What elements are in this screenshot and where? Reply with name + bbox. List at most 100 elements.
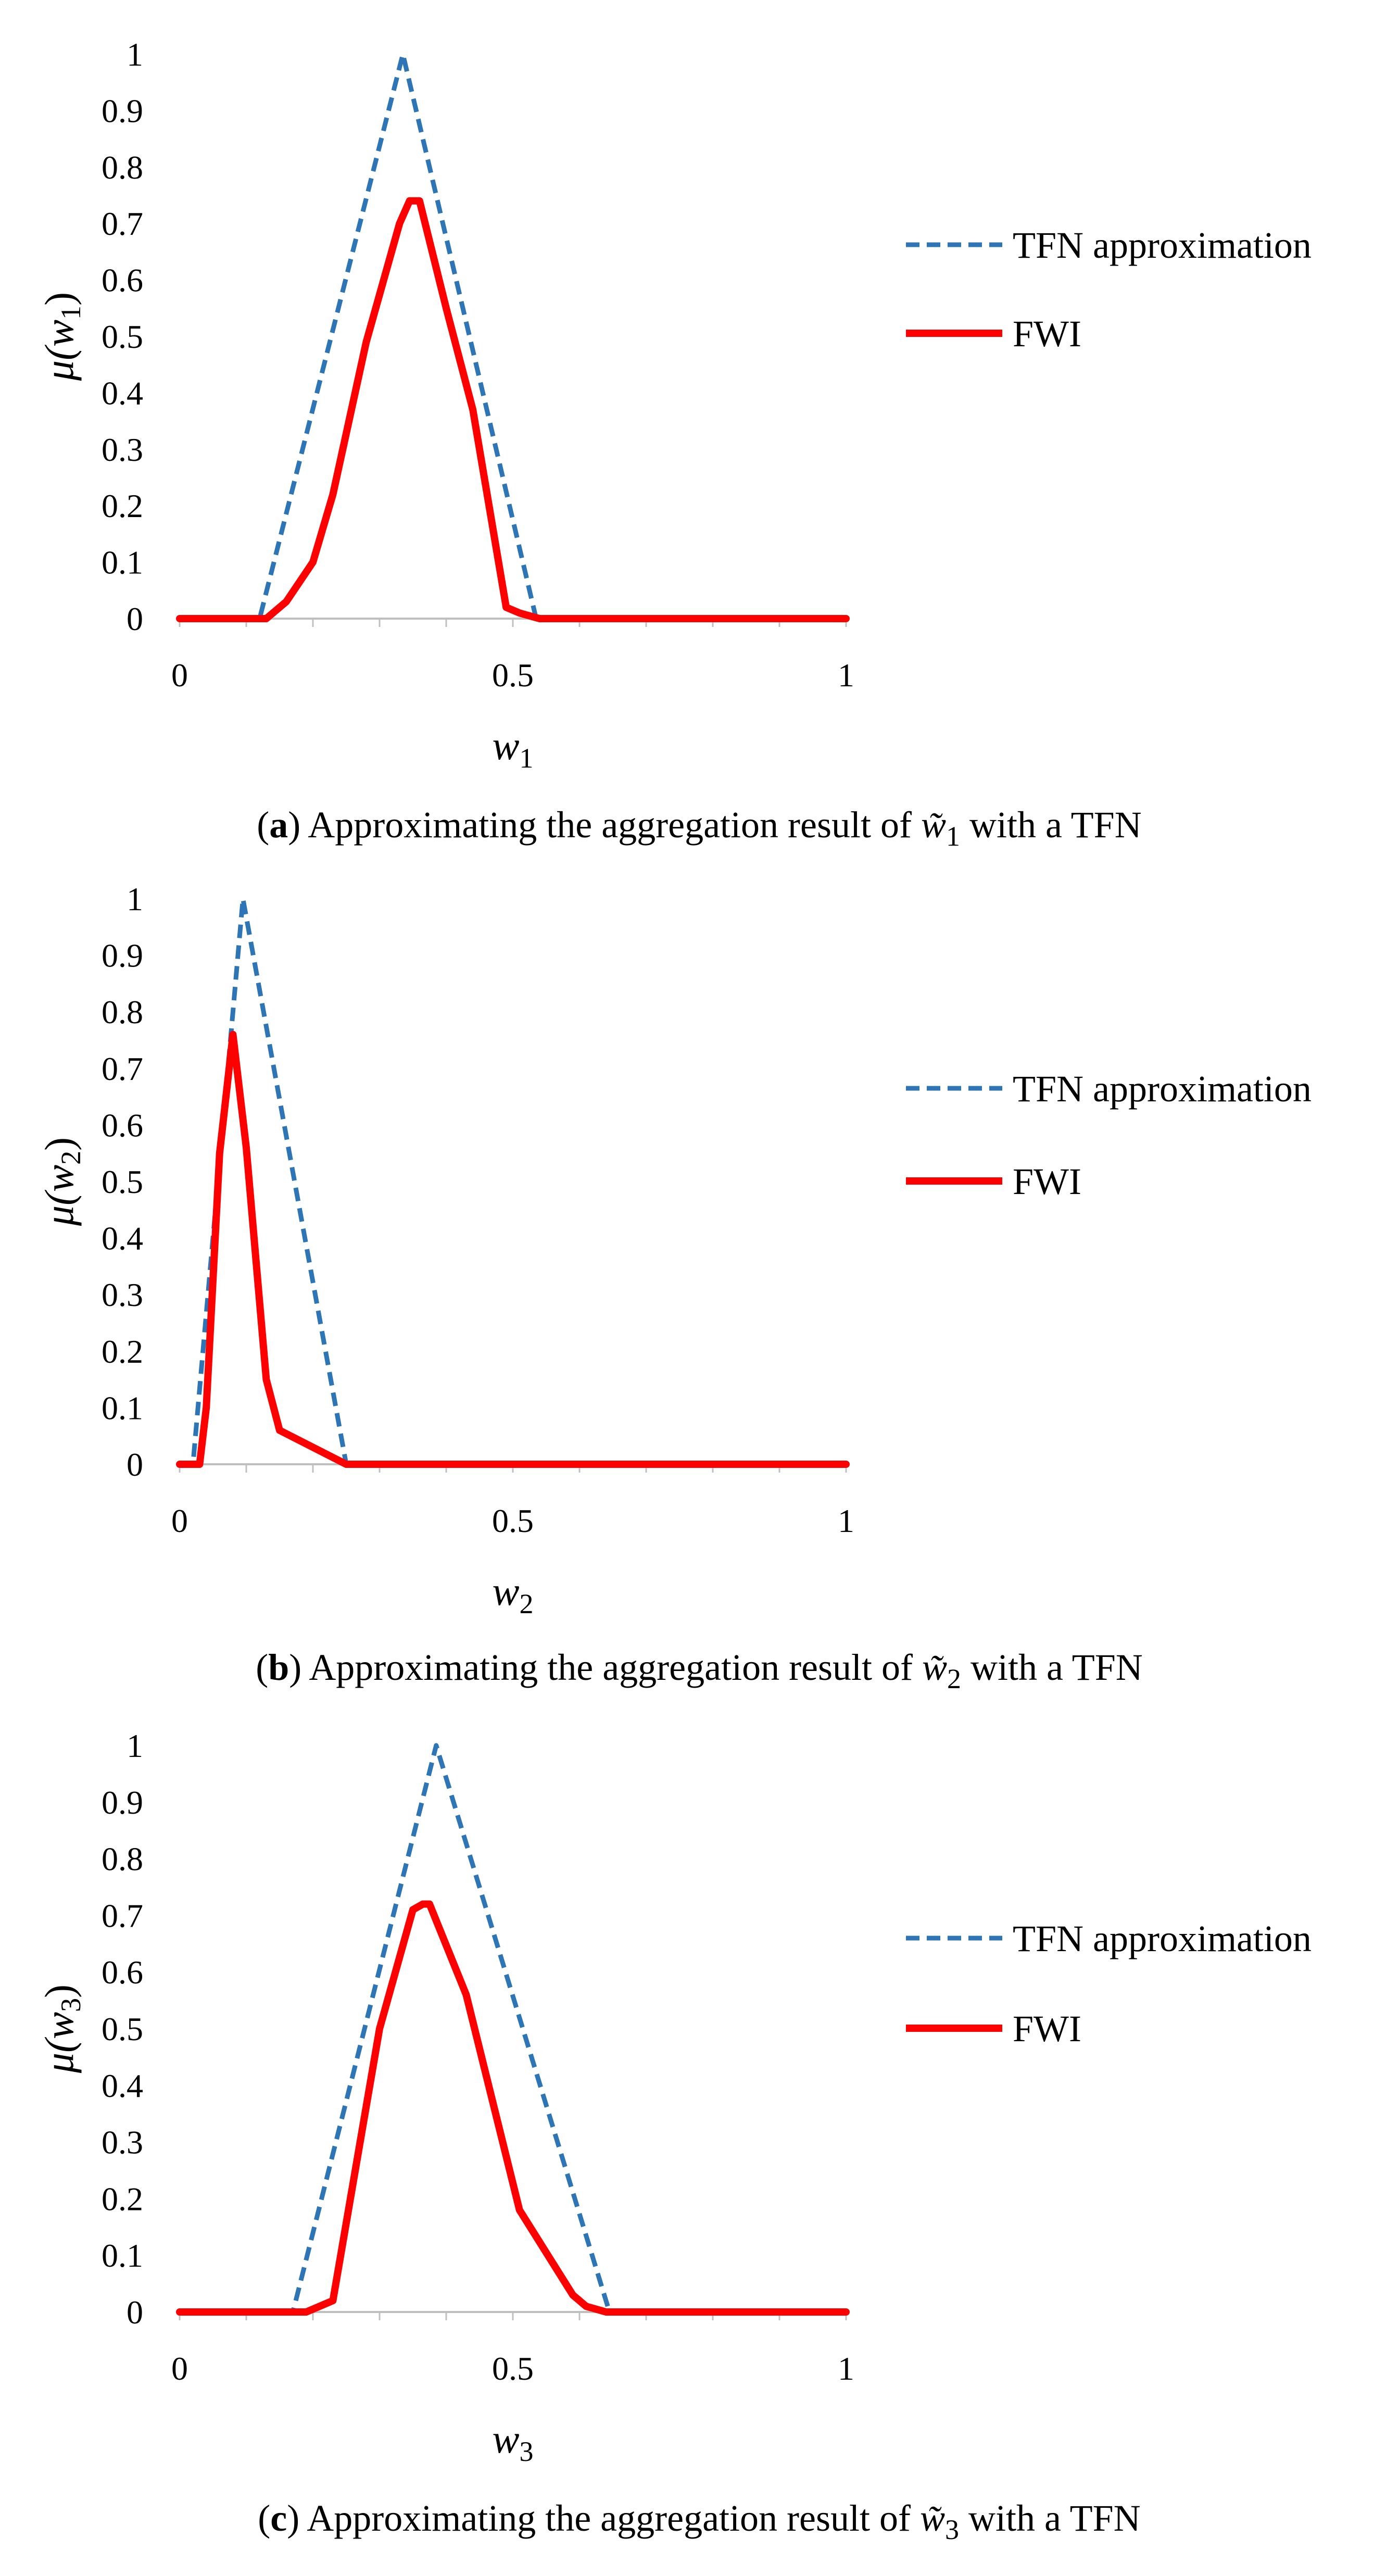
y-tick-label: 0.8 (102, 1841, 143, 1878)
panel-caption: (b) Approximating the aggregation result… (256, 1647, 1142, 1694)
tfn-approximation-line (180, 896, 846, 1467)
legend-label-fwi: FWI (1013, 1161, 1081, 1202)
y-tick-label: 0.4 (102, 2067, 143, 2104)
caption-prefix: Approximating the aggregation result of (308, 804, 912, 846)
x-tick-label: 0.5 (492, 2350, 534, 2387)
y-tick-label: 0.6 (102, 262, 143, 299)
panel-caption: (c) Approximating the aggregation result… (258, 2497, 1140, 2545)
y-tick-label: 0.6 (102, 1107, 143, 1144)
fwi-line (176, 1900, 850, 2316)
chart-panel-c: 0 0.1 0.2 0.3 0.4 0.5 0.6 0.7 0.8 0.9 1 0 0.5 1 TFN ap… (36, 1727, 1312, 2545)
y-tick-label: 0.9 (102, 937, 143, 974)
caption-paren-close: ) (289, 1647, 309, 1688)
y-tick-label: 1 (127, 881, 143, 918)
caption-panel-label: a (269, 804, 288, 846)
tfn-approximation-line (180, 1743, 846, 2315)
y-tick-label: 0.2 (102, 487, 143, 524)
y-tick-label: 1 (127, 36, 143, 73)
y-tick-label: 0.8 (102, 994, 143, 1031)
chart-panel-b: 0 0.1 0.2 0.3 0.4 0.5 0.6 0.7 0.8 0.9 1 0 0.5 1 TFN ap… (36, 881, 1312, 1694)
y-tick-label: 0.4 (102, 374, 143, 411)
x-axis-label: w3 (492, 2416, 533, 2467)
y-axis-label-close: ) (36, 1137, 82, 1151)
y-tick-label: 0.3 (102, 431, 143, 468)
caption-panel-label: c (270, 2497, 287, 2539)
y-axis-label: μ(w1) (36, 292, 86, 381)
y-axis-label-subscript: 3 (55, 1998, 86, 2012)
x-tick-label: 0 (171, 657, 188, 694)
caption-paren-open: ( (257, 804, 269, 846)
x-axis-label-subscript: 2 (520, 1588, 534, 1619)
y-axis-label-symbol: μ(w (36, 1165, 82, 1226)
caption-suffix: with a TFN (971, 1647, 1143, 1688)
caption-space (911, 2497, 920, 2539)
y-axis-label-symbol: μ(w (36, 2012, 82, 2074)
caption-panel-label: b (268, 1647, 289, 1688)
caption-paren-close: ) (287, 2497, 307, 2539)
y-tick-label: 0.5 (102, 318, 143, 355)
y-tick-label: 0.2 (102, 1333, 143, 1370)
y-tick-label: 0 (127, 2294, 143, 2331)
y-tick-label: 0.3 (102, 2124, 143, 2161)
x-tick-label: 0.5 (492, 1502, 534, 1539)
y-tick-label: 0.9 (102, 92, 143, 129)
y-tick-label: 1 (127, 1727, 143, 1764)
x-axis-label: w2 (492, 1568, 533, 1619)
y-axis-label: μ(w3) (36, 1984, 86, 2074)
x-axis-label: w1 (492, 723, 533, 774)
tfn-approximation-line (180, 52, 846, 621)
y-axis-label-close: ) (36, 292, 82, 306)
legend-label-tfn: TFN approximation (1013, 1918, 1312, 1959)
caption-suffix: with a TFN (969, 804, 1142, 846)
y-tick-label: 0.9 (102, 1784, 143, 1821)
x-tick-label: 0 (171, 2350, 188, 2387)
x-axis-label-symbol: w (492, 2416, 519, 2461)
y-tick-label: 0.3 (102, 1276, 143, 1313)
panel-caption: (a) Approximating the aggregation result… (257, 804, 1141, 852)
caption-space (913, 1647, 922, 1688)
fwi-line (176, 1031, 850, 1468)
caption-subscript: 1 (946, 821, 960, 852)
x-tick-label: 1 (838, 1502, 854, 1539)
y-tick-label: 0 (127, 1446, 143, 1483)
y-tick-label: 0.7 (102, 1897, 143, 1934)
x-tick-label: 0 (171, 1502, 188, 1539)
x-axis-label-symbol: w (492, 1568, 519, 1614)
legend-label-tfn: TFN approximation (1013, 1068, 1312, 1110)
y-tick-label: 0.2 (102, 2180, 143, 2217)
x-tick-label: 1 (838, 2350, 854, 2387)
caption-subscript: 2 (947, 1663, 961, 1694)
caption-paren-open: ( (256, 1647, 268, 1688)
y-tick-label: 0.1 (102, 1389, 143, 1426)
x-axis-label-subscript: 3 (520, 2436, 534, 2467)
caption-symbol: w̃ (922, 1647, 947, 1688)
y-tick-label: 0 (127, 600, 143, 637)
caption-prefix: Approximating the aggregation result of (309, 1647, 913, 1688)
y-tick-label: 0.5 (102, 2010, 143, 2047)
caption-symbol: w̃ (920, 2497, 945, 2539)
chart-panel-a: 0 0.1 0.2 0.3 0.4 0.5 0.6 0.7 0.8 0.9 1 0 0.5 1 TFN ap… (36, 36, 1312, 852)
caption-symbol: w̃ (921, 804, 946, 846)
y-tick-label: 0.8 (102, 149, 143, 186)
caption-paren-close: ) (288, 804, 308, 846)
y-axis-label-subscript: 1 (55, 306, 86, 320)
x-axis-label-symbol: w (492, 723, 519, 768)
x-tick-label: 1 (838, 657, 854, 694)
y-tick-label: 0.4 (102, 1220, 143, 1257)
y-axis-label: μ(w2) (36, 1137, 86, 1226)
caption-paren-open: ( (258, 2497, 270, 2539)
caption-suffix: with a TFN (968, 2497, 1141, 2539)
y-axis-label-subscript: 2 (55, 1151, 86, 1165)
legend-label-fwi: FWI (1013, 2008, 1081, 2050)
y-tick-label: 0.7 (102, 1050, 143, 1087)
caption-space (959, 2497, 968, 2539)
x-tick-label: 0.5 (492, 657, 534, 694)
y-axis-label-close: ) (36, 1984, 82, 1998)
caption-space (960, 804, 969, 846)
caption-prefix: Approximating the aggregation result of (307, 2497, 911, 2539)
caption-space (961, 1647, 971, 1688)
y-tick-label: 0.1 (102, 2237, 143, 2274)
y-tick-label: 0.6 (102, 1954, 143, 1991)
caption-space (912, 804, 921, 846)
